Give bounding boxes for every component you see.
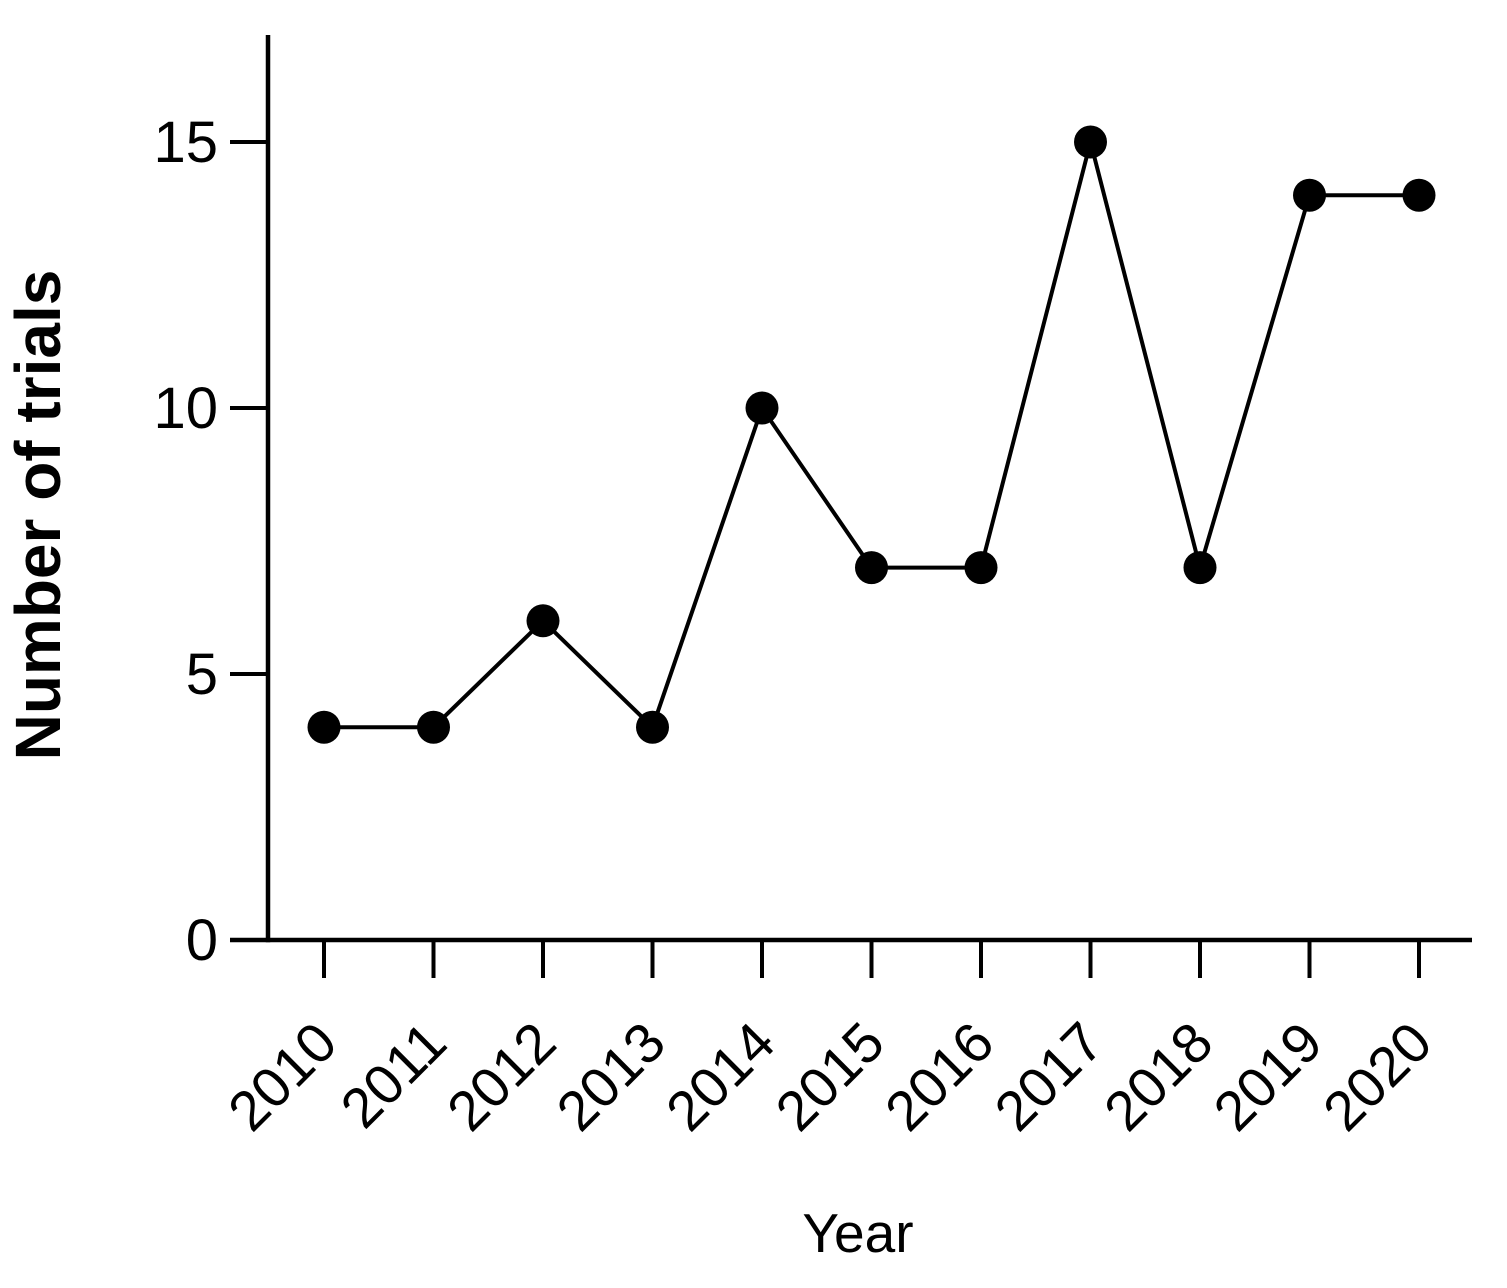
data-point xyxy=(636,710,669,744)
x-tick-label: 2020 xyxy=(1311,1010,1444,1143)
x-tick-label: 2012 xyxy=(435,1010,568,1143)
data-point xyxy=(1183,551,1217,585)
x-tick-label: 2010 xyxy=(216,1010,349,1143)
y-tick-label: 5 xyxy=(186,642,218,707)
x-tick-label: 2011 xyxy=(328,1010,458,1140)
y-axis-title: Number of trials xyxy=(2,270,74,761)
x-tick-label: 2016 xyxy=(873,1010,1006,1143)
data-point xyxy=(1074,125,1107,159)
x-tick-label: 2018 xyxy=(1092,1010,1225,1143)
data-point xyxy=(307,710,341,744)
plot-area: 0510152010201120122013201420152016201720… xyxy=(153,35,1472,1143)
data-point xyxy=(417,710,450,744)
data-point xyxy=(855,551,888,585)
data-point xyxy=(964,551,998,585)
x-tick-label: 2014 xyxy=(654,1010,787,1143)
y-tick-label: 10 xyxy=(153,376,218,441)
y-tick-label: 15 xyxy=(153,110,218,175)
x-tick-label: 2015 xyxy=(763,1010,896,1143)
data-point xyxy=(526,604,560,638)
x-tick-label: 2019 xyxy=(1201,1010,1334,1143)
data-line xyxy=(324,141,1419,731)
x-axis-title: Year xyxy=(802,1202,913,1264)
x-tick-label: 2013 xyxy=(544,1010,677,1143)
data-point xyxy=(1402,178,1436,212)
x-tick-label: 2017 xyxy=(982,1010,1115,1143)
data-point xyxy=(1293,178,1326,212)
y-tick-label: 0 xyxy=(186,908,218,973)
data-point xyxy=(745,391,779,425)
